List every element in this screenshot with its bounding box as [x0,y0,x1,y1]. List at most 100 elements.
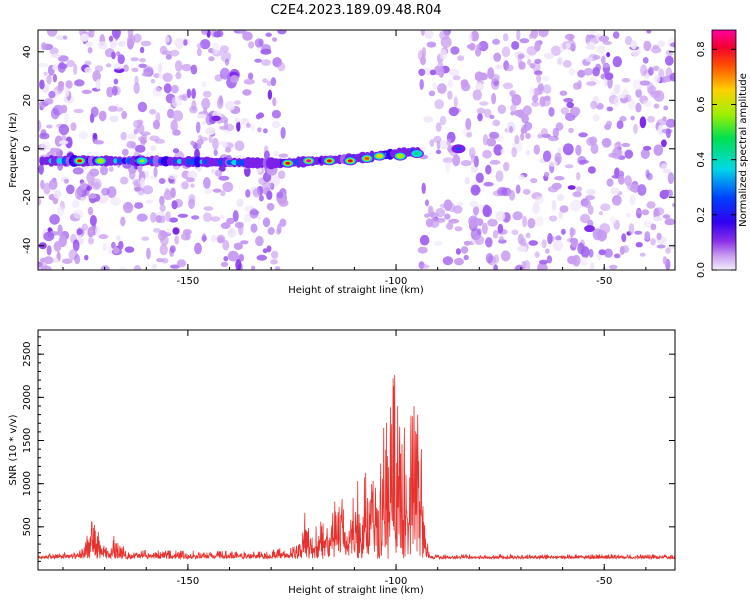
heatmap-cell [46,245,52,256]
colorbar-label: Normalized spectral amplitude [738,73,749,227]
heatmap-cell [616,120,624,130]
heatmap-cell [586,81,597,86]
heatmap-cell [486,137,497,147]
heatmap-cell [587,205,594,215]
heatmap-cell [166,227,172,235]
heatmap-cell [580,213,591,224]
heatmap-cell [219,214,224,219]
heatmap-cell [653,144,664,156]
heatmap-cell [222,239,230,251]
heatmap-cell [435,149,442,155]
heatmap-cell [41,42,47,51]
heatmap-cell [244,213,252,223]
heatmap-cell [263,128,268,134]
heatmap-cell [589,136,598,146]
heatmap-cell [279,218,287,227]
heatmap-cell [208,56,215,62]
heatmap-cell [242,89,252,96]
heatmap-cell [576,172,581,181]
heatmap-cell [592,114,600,122]
heatmap-cell [569,67,576,76]
heatmap-ylabel: Frequency (Hz) [8,112,19,188]
heatmap-cell [566,237,576,243]
heatmap-cell [439,30,450,40]
x-tick-label: -100 [385,576,408,587]
heatmap-cell [112,85,118,96]
heatmap-cell [472,89,482,101]
heatmap-cell [652,65,660,72]
heatmap-cell [525,132,531,139]
heatmap-cell [477,112,483,122]
heatmap-cell [186,177,195,183]
heatmap-cell [116,235,121,242]
heatmap-cell [249,208,259,219]
heatmap-cell [559,90,568,96]
heatmap-cell [203,206,214,211]
heatmap-cell [232,210,239,222]
heatmap-cell [417,49,425,61]
heatmap-cell [527,58,532,66]
heatmap-cell [234,117,240,123]
heatmap-cell [573,82,581,90]
heatmap-cell [233,100,241,105]
x-tick-label: -100 [385,276,408,287]
heatmap-cell [469,200,479,208]
heatmap-cell [120,216,126,227]
heatmap-cell [446,222,454,230]
heatmap-cell [196,43,203,49]
heatmap-cell [266,245,272,253]
heatmap-cell [653,103,660,109]
heatmap-cell [463,240,471,246]
heatmap-cell [172,110,183,122]
heatmap-cell [448,69,460,76]
heatmap-cell [448,202,456,213]
heatmap-cell [127,34,136,46]
heatmap-cell [88,30,95,38]
heatmap-cell [580,256,589,266]
heatmap-cell [134,75,139,85]
heatmap-cell [79,33,89,42]
heatmap-cell [563,98,574,103]
heatmap-cell [267,227,275,235]
heatmap-cell [511,94,522,106]
heatmap-cell [493,52,502,62]
heatmap-cell [133,82,140,94]
heatmap-cell [543,84,552,94]
heatmap-cell [546,255,553,264]
heatmap-cell [190,140,195,146]
heatmap-cell [43,256,54,265]
heatmap-cell [181,63,192,72]
heatmap-peak [139,159,145,163]
heatmap-cell [122,201,134,214]
heatmap-cell [613,142,622,149]
heatmap-cell [239,30,247,35]
heatmap-cell [609,264,618,270]
heatmap-cell [570,199,581,212]
heatmap-cell [171,84,179,94]
heatmap-cell [250,123,255,132]
heatmap-cell [543,52,555,60]
heatmap-cell [185,232,191,241]
heatmap-cell [150,145,157,152]
heatmap-cell [219,45,229,53]
heatmap-cell [262,217,271,228]
heatmap-cell [512,211,523,221]
heatmap-cell [602,63,610,68]
heatmap-cell [236,120,241,132]
heatmap-cell [70,122,77,131]
heatmap-cell [199,39,211,50]
heatmap-cell [487,218,498,227]
heatmap-cell [650,46,662,54]
heatmap-cell [576,186,583,192]
heatmap-cell [270,77,277,87]
heatmap-cell [183,39,188,46]
heatmap-cell [568,34,574,42]
heatmap-cell [497,104,507,115]
heatmap-cell [105,63,112,68]
heatmap-cell [38,63,49,68]
heatmap-cell [517,109,525,119]
heatmap-cell [87,226,94,238]
heatmap-cell [648,66,654,76]
y-tick-label: 500 [22,517,33,536]
heatmap-cell [89,215,97,227]
